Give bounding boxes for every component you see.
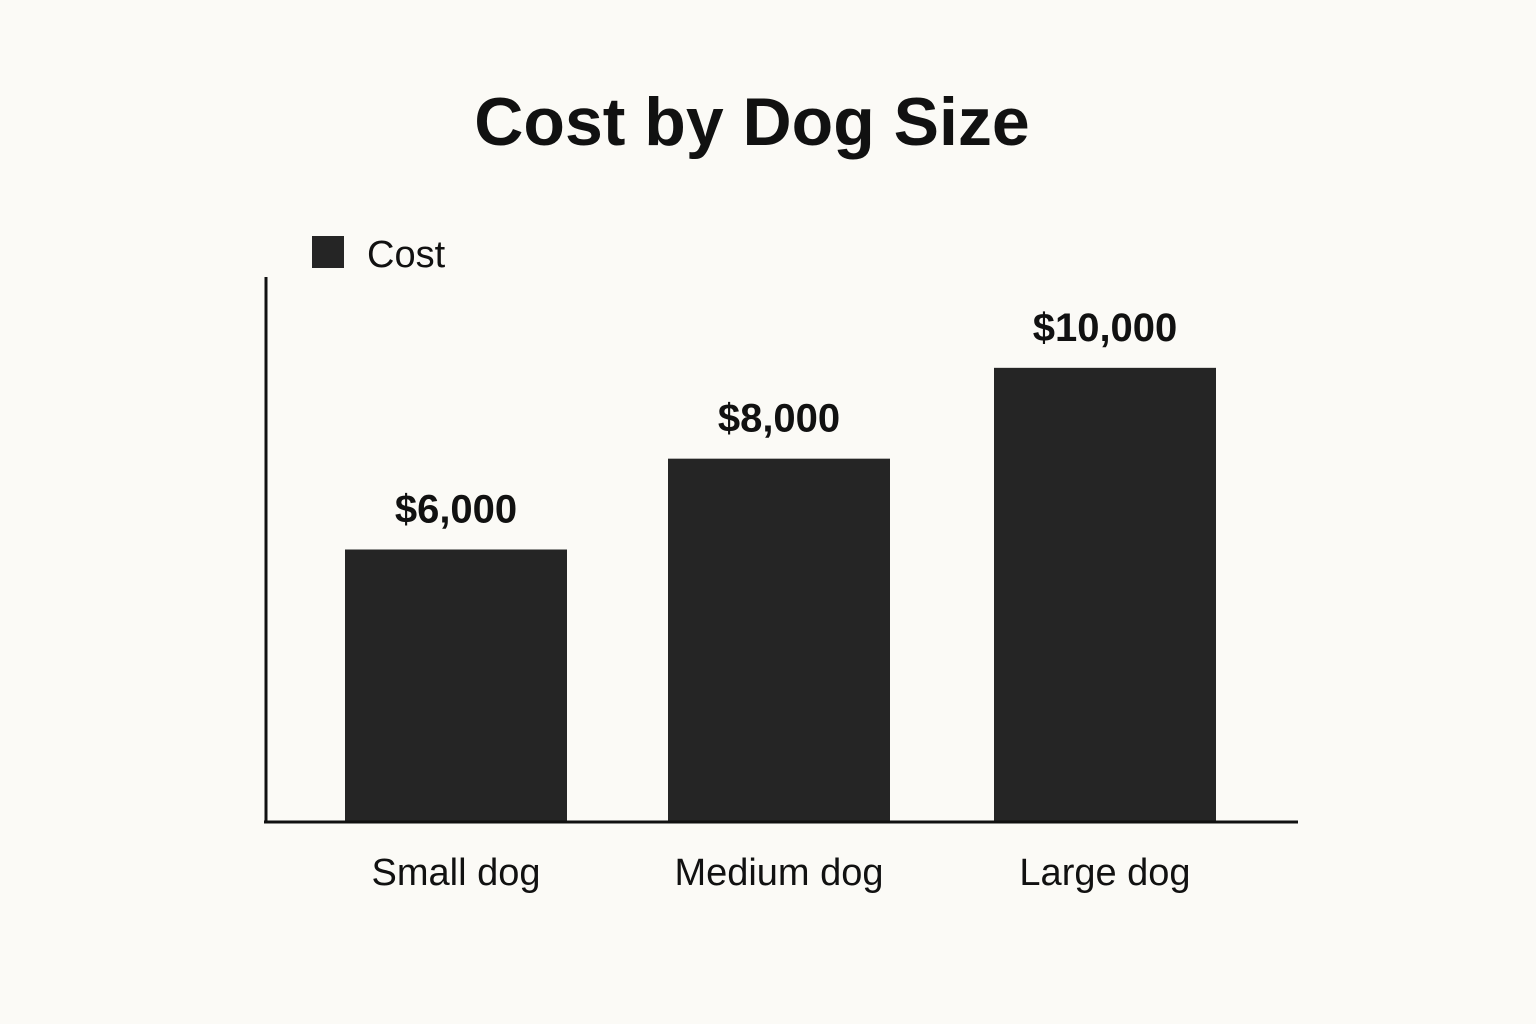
x-tick-label-medium-dog: Medium dog: [674, 852, 883, 894]
data-label-medium-dog: $8,000: [718, 397, 840, 441]
bar-large-dog: [994, 367, 1216, 822]
data-labels-group: $6,000 $8,000 $10,000: [395, 306, 1177, 532]
x-tick-labels-group: Small dog Medium dog Large dog: [372, 852, 1191, 894]
data-label-large-dog: $10,000: [1033, 306, 1178, 350]
bars-group: [345, 367, 1216, 822]
bar-medium-dog: [668, 458, 890, 822]
bar-small-dog: [345, 549, 567, 822]
data-label-small-dog: $6,000: [395, 488, 517, 532]
legend-label: Cost: [367, 234, 446, 276]
chart-title: Cost by Dog Size: [474, 84, 1029, 160]
legend: Cost: [312, 234, 446, 276]
legend-swatch: [312, 236, 344, 268]
x-tick-label-small-dog: Small dog: [372, 852, 541, 894]
x-tick-label-large-dog: Large dog: [1019, 852, 1190, 894]
